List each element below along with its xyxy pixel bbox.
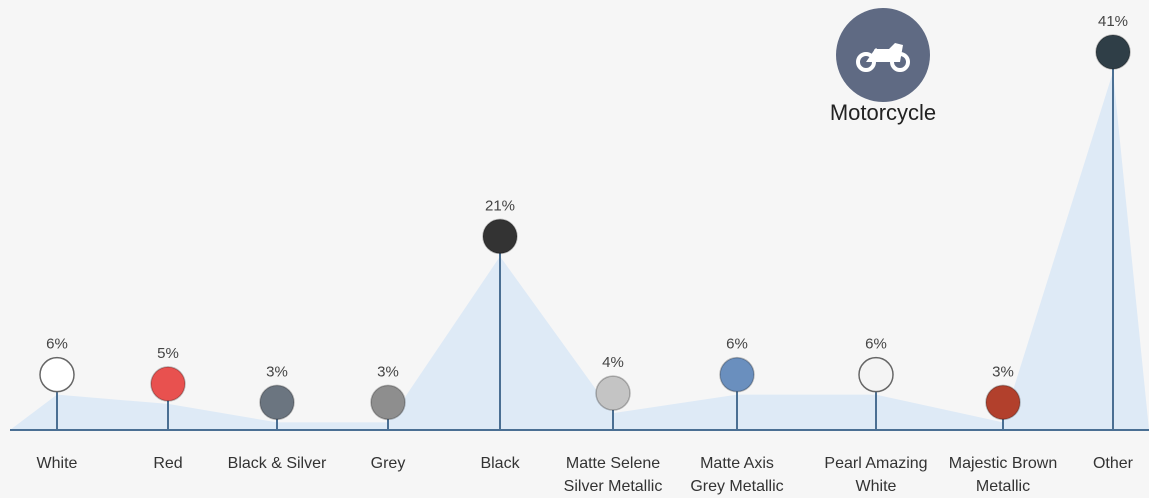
category-label-line: Black & Silver: [228, 455, 327, 472]
value-label-3: 3%: [377, 363, 399, 380]
category-label-5: Matte Selene Silver Metallic: [564, 455, 663, 495]
category-label-line: Matte Axis: [700, 455, 774, 472]
category-label-line: Red: [153, 455, 182, 472]
category-label-line: Black: [480, 455, 520, 472]
category-label-line: Matte Selene: [566, 455, 660, 472]
marker-7: [858, 356, 894, 393]
category-label-0: White: [37, 455, 78, 472]
category-label-line: Other: [1093, 455, 1134, 472]
marker-4: [482, 218, 518, 255]
motorcycle-badge: [836, 8, 930, 102]
value-label-8: 3%: [992, 363, 1014, 380]
marker-0: [39, 356, 75, 393]
category-label-line: Grey: [371, 455, 406, 472]
marker-2: [259, 384, 295, 421]
category-label-line: Majestic Brown: [949, 455, 1057, 472]
value-label-1: 5%: [157, 345, 179, 362]
category-label-line: White: [37, 455, 78, 472]
category-label-8: Majestic Brown Metallic: [949, 455, 1057, 495]
category-label-line: Silver Metallic: [564, 478, 663, 495]
value-label-0: 6%: [46, 336, 68, 353]
value-label-6: 6%: [726, 336, 748, 353]
category-label-2: Black & Silver: [228, 455, 327, 472]
value-label-9: 41%: [1098, 13, 1128, 30]
value-label-4: 21%: [485, 197, 515, 214]
marker-6: [719, 356, 755, 393]
category-label-line: Metallic: [976, 478, 1030, 495]
motorcycle-icon: [856, 43, 910, 72]
category-label-7: Pearl Amazing White: [824, 455, 927, 495]
marker-5: [595, 375, 631, 411]
category-label-4: Black: [480, 455, 520, 472]
category-label-line: Grey Metallic: [690, 478, 783, 495]
category-label-9: Other: [1093, 455, 1134, 472]
marker-3: [370, 384, 406, 421]
category-label-1: Red: [153, 455, 182, 472]
marker-1: [150, 366, 186, 402]
marker-8: [985, 384, 1021, 421]
category-label-6: Matte Axis Grey Metallic: [690, 455, 783, 495]
category-label-line: White: [856, 478, 897, 495]
value-label-5: 4%: [602, 354, 624, 371]
category-label-3: Grey: [371, 455, 406, 472]
badge-label: Motorcycle: [829, 100, 937, 125]
category-label-line: Pearl Amazing: [824, 455, 927, 472]
area-fill: [10, 72, 1149, 430]
value-label-2: 3%: [266, 363, 288, 380]
value-label-7: 6%: [865, 336, 887, 353]
marker-9: [1095, 34, 1131, 70]
